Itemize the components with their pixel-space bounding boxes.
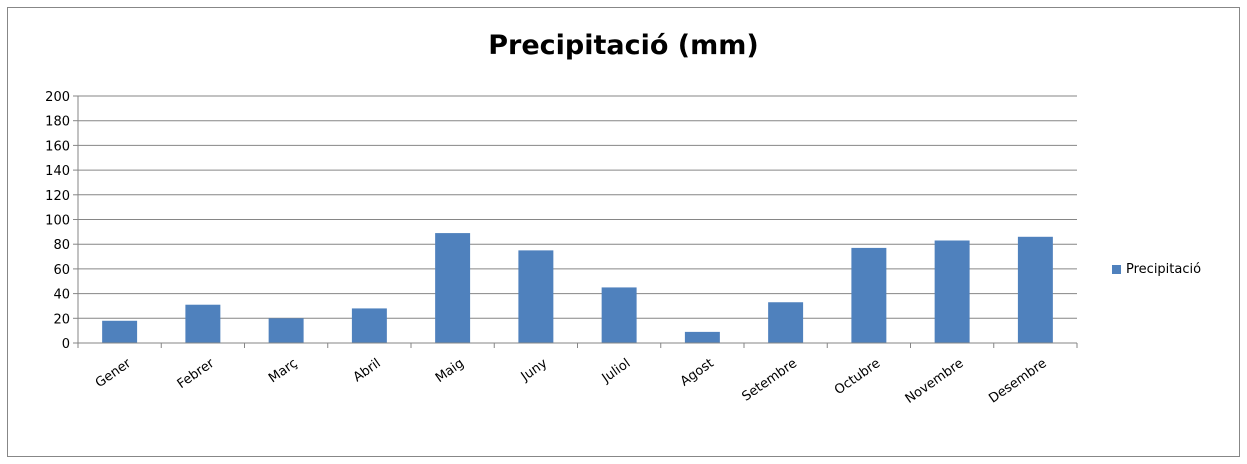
bar-agost — [684, 331, 720, 343]
y-tick-label: 140 — [45, 164, 70, 179]
bars — [102, 233, 1053, 343]
bar-setembre — [768, 302, 804, 343]
x-tick-label: Març — [266, 356, 300, 386]
bar-maig — [435, 233, 471, 343]
x-tick-label: Desembre — [986, 356, 1049, 407]
x-tick-label: Agost — [678, 356, 717, 389]
x-tick-label: Novembre — [903, 356, 967, 407]
x-tick-label: Juny — [518, 356, 551, 385]
legend: Precipitació — [1112, 262, 1201, 277]
y-tick-label: 40 — [53, 288, 70, 303]
bar-febrer — [185, 304, 221, 343]
y-tick-label: 120 — [45, 189, 70, 204]
x-axis: Gener Febrer Març Abril Maig Juny Juliol Agost S… — [77, 342, 1078, 407]
y-axis: 0 20 40 60 80 100 120 140 160 180 200 — [45, 90, 79, 352]
y-tick-label: 160 — [45, 139, 70, 154]
chart-frame — [7, 7, 1240, 457]
bar-novembre — [934, 240, 970, 343]
x-tick-label: Setembre — [739, 356, 799, 405]
y-tick-label: 180 — [45, 115, 70, 130]
y-tick-label: 0 — [62, 337, 70, 352]
bar-octubre — [851, 247, 887, 343]
x-tick-label: Maig — [433, 356, 467, 386]
y-tick-label: 200 — [45, 90, 70, 105]
chart-title: Precipitació (mm) — [488, 30, 759, 61]
x-tick-label: Octubre — [832, 356, 883, 398]
legend-swatch — [1112, 265, 1121, 274]
y-tick-label: 80 — [53, 238, 70, 253]
legend-label: Precipitació — [1126, 262, 1202, 277]
y-tick-label: 60 — [53, 263, 70, 278]
bar-juny — [518, 250, 554, 343]
bar-juliol — [601, 287, 637, 343]
y-tick-label: 20 — [53, 312, 70, 327]
x-tick-label: Juliol — [599, 356, 634, 387]
x-tick-label: Gener — [93, 356, 135, 391]
bar-gener — [102, 320, 138, 343]
x-tick-label: Abril — [351, 356, 384, 385]
x-tick-label: Febrer — [175, 356, 218, 392]
y-tick-label: 100 — [45, 214, 70, 229]
bar-març — [268, 318, 304, 343]
bar-desembre — [1017, 236, 1053, 343]
gridlines — [78, 95, 1077, 344]
bar-abril — [351, 308, 387, 343]
